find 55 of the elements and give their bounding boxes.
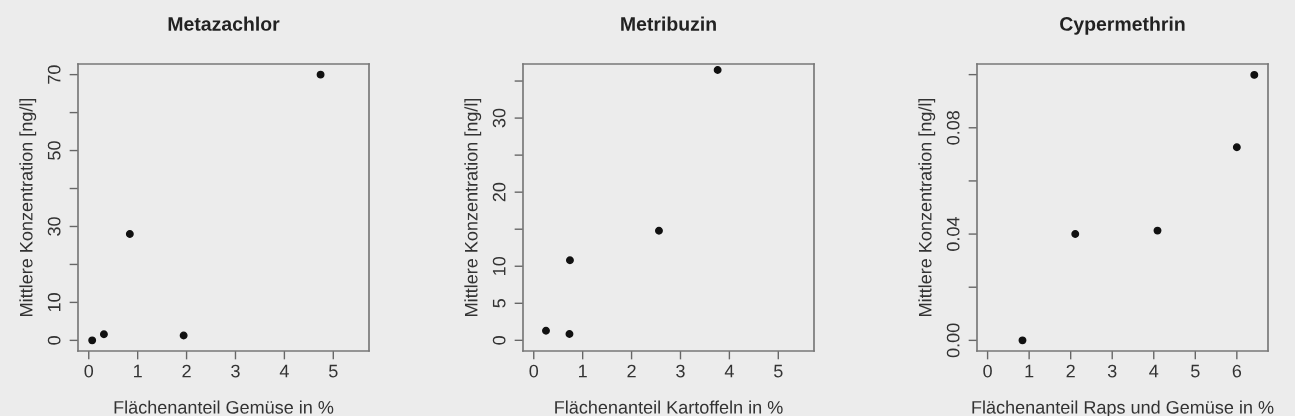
x-axis-title: Flächenanteil Kartoffeln in % — [555, 400, 783, 414]
y-tick-label: 5 — [492, 299, 506, 308]
x-tick-label: 1 — [134, 364, 142, 378]
x-tick-label: 5 — [329, 364, 338, 378]
y-tick-label: 20 — [492, 182, 506, 202]
y-tick-label: 0 — [492, 336, 506, 345]
y-tick-label: 10 — [47, 293, 61, 312]
x-tick-label: 1 — [1025, 364, 1034, 378]
x-tick-label: 6 — [1232, 364, 1242, 378]
x-tick-label: 4 — [724, 364, 734, 378]
x-tick-label: 1 — [579, 364, 587, 378]
point — [1250, 70, 1259, 79]
point — [179, 331, 188, 340]
y-axis-title: Mittlere Konzentration [ng/l] — [19, 98, 37, 316]
point — [125, 230, 134, 239]
x-tick-label: 4 — [279, 364, 289, 378]
x-tick-label: 0 — [529, 364, 539, 378]
point — [316, 70, 325, 79]
x-tick-label: 5 — [774, 364, 783, 378]
point — [542, 326, 550, 335]
x-tick-label: 5 — [1191, 364, 1200, 378]
y-axis-title: Mittlere Konzentration [ng/l] — [464, 98, 482, 316]
point — [99, 330, 108, 339]
y-tick-label: 0.08 — [946, 110, 960, 145]
point — [655, 226, 663, 235]
point — [88, 336, 97, 345]
y-tick-label: 0.00 — [946, 323, 960, 358]
x-tick-label: 0 — [983, 364, 992, 378]
x-tick-label: 4 — [1149, 364, 1159, 378]
y-tick-label: 10 — [492, 256, 506, 275]
x-axis-title: Flächenanteil Gemüse in % — [114, 400, 334, 414]
x-tick-label: 3 — [231, 364, 240, 378]
point — [565, 330, 574, 338]
y-tick-label: 30 — [492, 108, 506, 128]
point — [1018, 336, 1027, 345]
point — [1071, 230, 1080, 239]
point — [565, 256, 574, 265]
x-tick-label: 3 — [676, 364, 685, 378]
y-tick-label: 30 — [47, 217, 61, 236]
chart-title: Cypermethrin — [1060, 16, 1185, 35]
point — [713, 65, 722, 74]
y-tick-label: 0.04 — [946, 217, 960, 251]
chart-title: Metribuzin — [621, 16, 716, 31]
point — [1232, 143, 1241, 152]
x-tick-label: 3 — [1107, 364, 1117, 378]
y-axis-title: Mittlere Konzentration [ng/l] — [918, 98, 936, 316]
y-tick-label: 50 — [47, 141, 61, 160]
x-tick-label: 2 — [1066, 364, 1075, 378]
x-tick-label: 2 — [182, 364, 191, 378]
chart-title: Metazachlor — [168, 16, 280, 31]
y-tick-label: 0 — [47, 336, 61, 345]
y-tick-label: 70 — [47, 65, 61, 84]
x-tick-label: 2 — [627, 364, 636, 378]
x-tick-label: 0 — [84, 364, 94, 378]
point — [1153, 226, 1162, 235]
